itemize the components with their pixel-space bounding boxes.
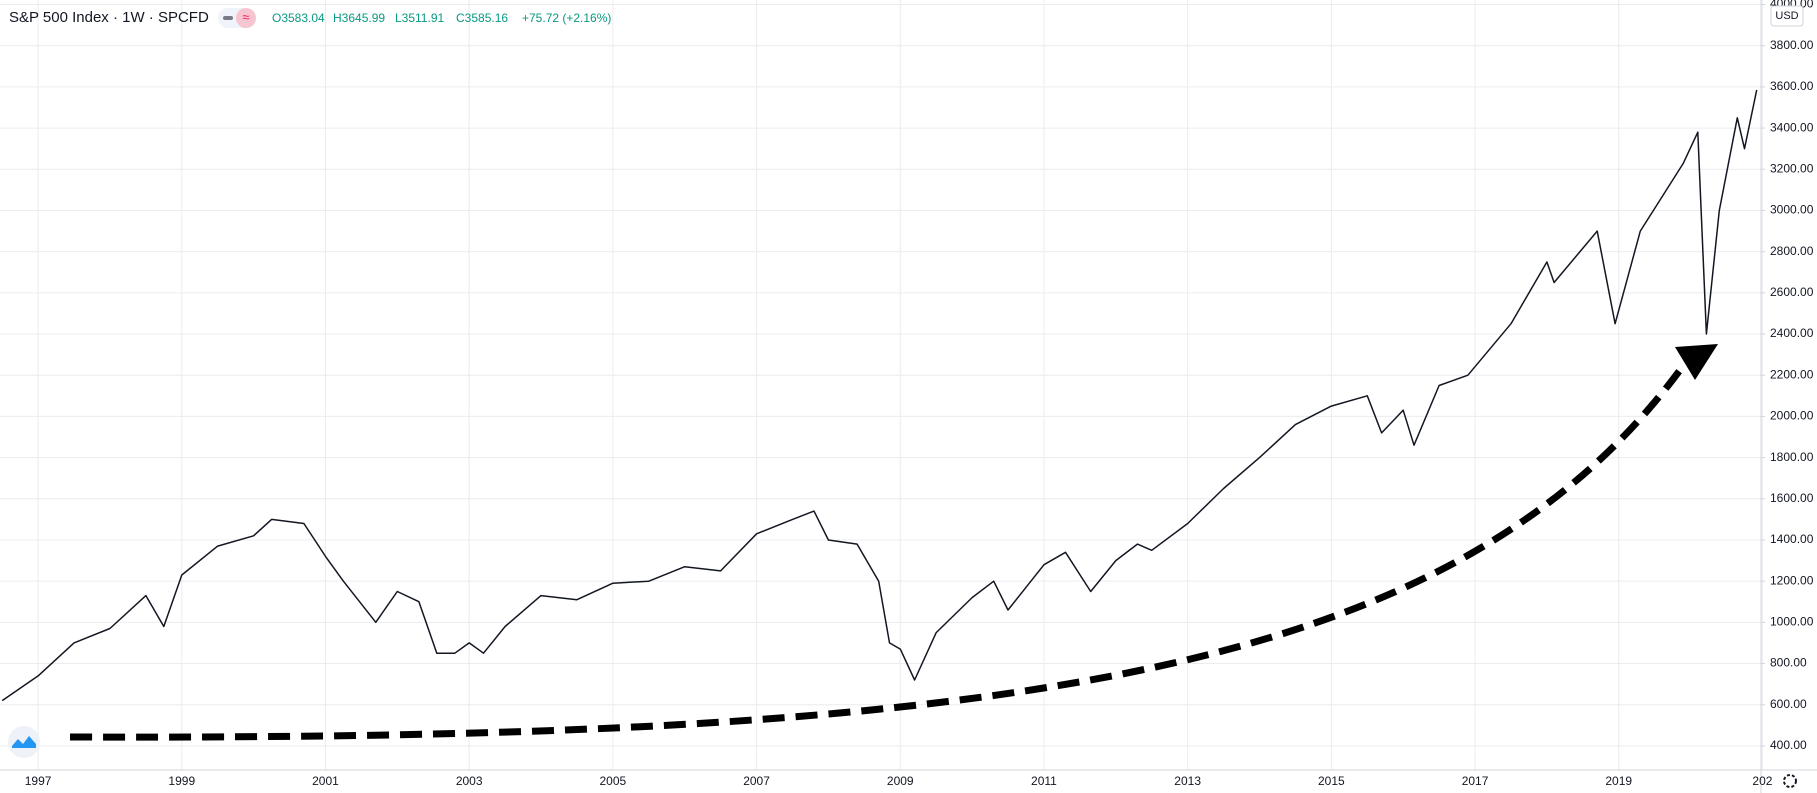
y-tick-label: 2600.00 [1770,285,1814,299]
x-tick-label: 2005 [600,774,627,788]
y-tick-label: 3800.00 [1770,38,1814,52]
x-tick-label: 2009 [887,774,914,788]
ohlc-change: +75.72 (+2.16%) [522,11,611,25]
ohlc-close: C3585.16 [456,11,508,25]
x-tick-label: 2013 [1174,774,1201,788]
y-tick-label: 2200.00 [1770,367,1814,381]
toggle-symbol: ≈ [242,9,249,24]
x-tick-label: 2003 [456,774,483,788]
x-tick-label: 2001 [312,774,339,788]
y-tick-label: 3400.00 [1770,120,1814,134]
y-tick-label: 3200.00 [1770,161,1814,175]
x-tick-label: 202 [1752,774,1772,788]
y-tick-label: 1400.00 [1770,532,1814,546]
arrow-head [1675,344,1718,380]
y-tick-label: 3600.00 [1770,79,1814,93]
y-tick-label: 1600.00 [1770,491,1814,505]
x-tick-label: 2019 [1605,774,1632,788]
symbol-title: S&P 500 Index · 1W · SPCFD [9,9,209,26]
ohlc-low: L3511.91 [395,11,444,25]
x-tick-label: 1997 [25,774,52,788]
logo[interactable] [8,726,40,758]
y-tick-label: 3000.00 [1770,203,1814,217]
x-tick-label: 2015 [1318,774,1345,788]
logo-icon [12,736,36,748]
y-tick-label: 600.00 [1770,697,1807,711]
y-tick-label: 1000.00 [1770,615,1814,629]
ohlc-high: H3645.99 [333,11,385,25]
x-tick-label: 2011 [1031,774,1057,788]
x-tick-label: 2017 [1462,774,1489,788]
price-line [1,89,1758,702]
settings[interactable] [1783,774,1797,788]
y-tick-label: 2800.00 [1770,244,1814,258]
y-tick-label: 2400.00 [1770,326,1814,340]
marks [1,89,1758,702]
x-tick-label: 1999 [168,774,195,788]
axes: 400.00 600.00 800.00 1000.00 1200.00 1400.00 1… [25,0,1814,788]
trend-arrow [69,367,1683,741]
y-tick-label: 800.00 [1770,656,1807,670]
y-tick-label: 1800.00 [1770,450,1814,464]
toggle-icon [236,8,256,28]
grid [0,0,1763,770]
y-tick-label: 1200.00 [1770,573,1814,587]
currency-box[interactable] [1770,5,1804,27]
y-tick-label: 400.00 [1770,738,1807,752]
currency: USD [1775,10,1798,22]
toggle-icon [223,16,233,20]
y-tick-label: 2000.00 [1770,409,1814,423]
y-tick-label: 4000.00 [1770,0,1814,11]
x-tick-label: 2007 [743,774,770,788]
ohlc-open: O3583.04 [272,11,325,25]
